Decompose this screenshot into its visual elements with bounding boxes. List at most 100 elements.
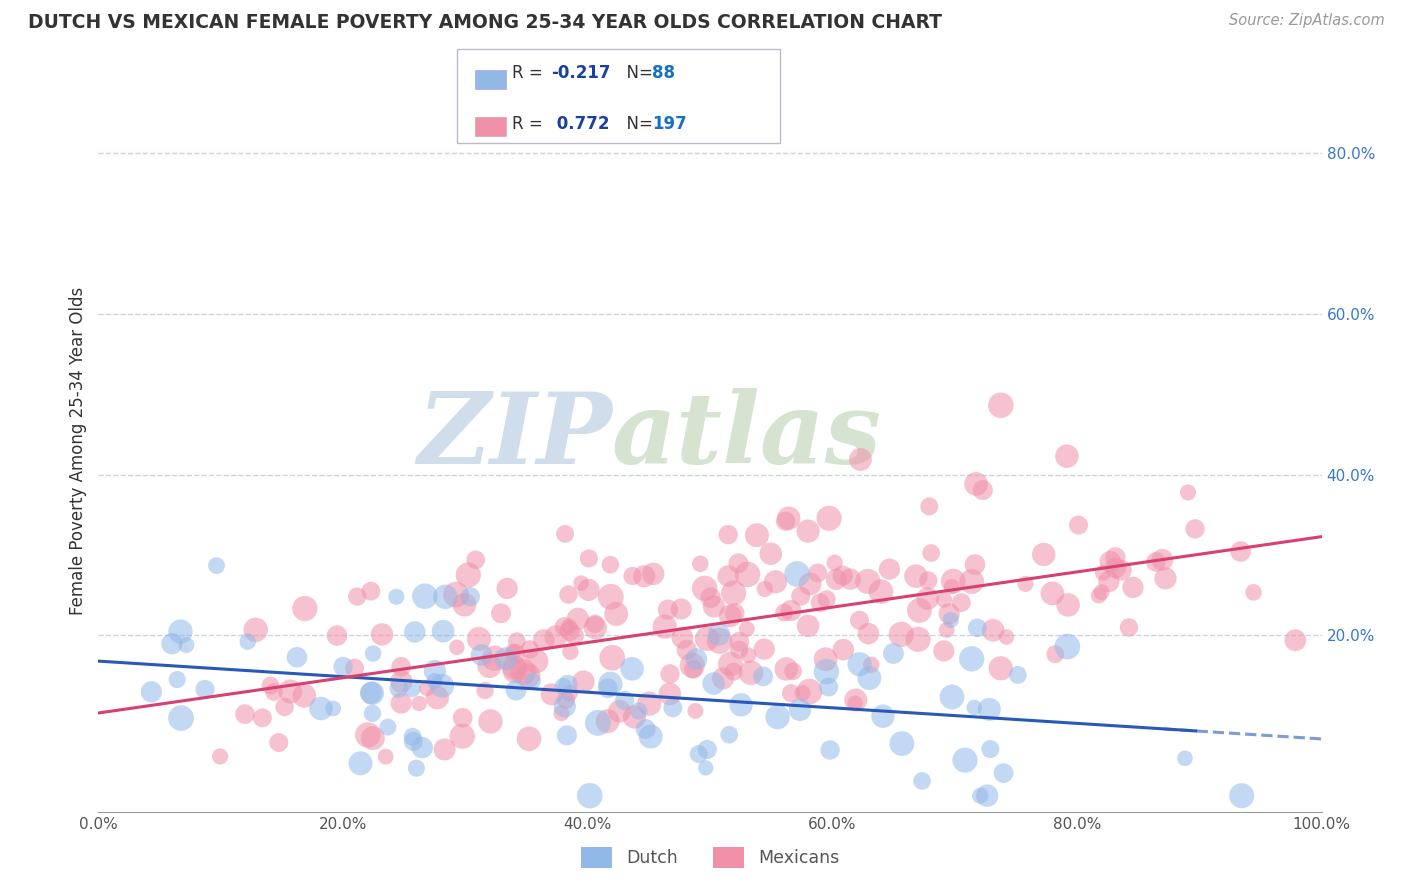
- Point: [728, 634, 751, 648]
- Point: [433, 742, 456, 756]
- Point: [730, 698, 752, 712]
- Point: [402, 734, 425, 748]
- Point: [540, 687, 562, 701]
- Point: [489, 606, 512, 620]
- Point: [564, 629, 586, 643]
- Point: [963, 558, 986, 572]
- Point: [560, 645, 582, 659]
- Point: [963, 700, 986, 714]
- Point: [233, 707, 256, 722]
- Point: [361, 731, 384, 745]
- Point: [470, 648, 492, 662]
- Point: [600, 650, 623, 665]
- Point: [709, 634, 731, 648]
- Point: [654, 620, 676, 634]
- Point: [904, 569, 927, 583]
- Point: [754, 582, 776, 596]
- Point: [932, 592, 955, 607]
- Text: R =: R =: [512, 115, 548, 133]
- Point: [1056, 449, 1078, 463]
- Point: [759, 547, 782, 561]
- Point: [858, 626, 880, 640]
- Point: [569, 576, 592, 591]
- Point: [745, 528, 768, 542]
- Point: [689, 557, 711, 571]
- Point: [911, 773, 934, 788]
- Point: [782, 664, 804, 678]
- Point: [711, 672, 734, 686]
- Point: [285, 650, 308, 665]
- Text: R =: R =: [512, 64, 548, 82]
- Point: [752, 669, 775, 683]
- Text: -0.217: -0.217: [551, 64, 610, 82]
- Point: [657, 602, 679, 616]
- Point: [343, 661, 366, 675]
- Point: [557, 677, 579, 691]
- Point: [160, 637, 183, 651]
- Point: [423, 664, 446, 678]
- Point: [169, 624, 191, 639]
- Point: [423, 673, 446, 688]
- Point: [408, 697, 430, 711]
- Point: [685, 652, 707, 666]
- Text: ZIP: ZIP: [418, 388, 612, 484]
- Point: [682, 662, 704, 676]
- Point: [434, 590, 457, 604]
- Point: [799, 577, 821, 591]
- Point: [737, 648, 759, 663]
- Point: [166, 673, 188, 687]
- Point: [907, 632, 929, 647]
- Point: [717, 527, 740, 541]
- Point: [1032, 548, 1054, 562]
- Point: [389, 674, 412, 689]
- Point: [882, 647, 904, 661]
- Point: [586, 715, 609, 730]
- Point: [599, 677, 621, 691]
- Point: [236, 634, 259, 648]
- Point: [1090, 585, 1112, 599]
- Point: [766, 710, 789, 724]
- Point: [457, 568, 479, 582]
- Point: [1174, 751, 1197, 765]
- Point: [554, 527, 576, 541]
- Point: [361, 686, 384, 700]
- Point: [478, 658, 501, 673]
- Point: [953, 753, 976, 767]
- Point: [555, 728, 578, 742]
- Point: [583, 621, 606, 635]
- Point: [831, 568, 853, 582]
- Point: [451, 729, 474, 743]
- Point: [775, 662, 797, 676]
- Point: [703, 676, 725, 690]
- Point: [832, 642, 855, 657]
- Point: [599, 590, 621, 604]
- Point: [737, 567, 759, 582]
- Point: [675, 643, 697, 657]
- Point: [754, 642, 776, 657]
- Point: [740, 665, 762, 680]
- Point: [621, 569, 644, 583]
- Point: [993, 766, 1015, 780]
- Point: [792, 686, 814, 700]
- Point: [446, 640, 468, 655]
- Point: [1045, 647, 1067, 661]
- Point: [176, 638, 198, 652]
- Point: [960, 574, 983, 589]
- Point: [1091, 566, 1114, 580]
- Point: [723, 586, 745, 600]
- Point: [779, 604, 801, 618]
- Point: [935, 623, 957, 637]
- Point: [444, 588, 467, 602]
- Point: [512, 665, 534, 679]
- Point: [848, 613, 870, 627]
- Point: [1056, 640, 1078, 654]
- Point: [693, 582, 716, 596]
- Point: [1099, 555, 1122, 569]
- Point: [385, 590, 408, 604]
- Point: [557, 588, 579, 602]
- Point: [858, 671, 880, 685]
- Point: [941, 580, 963, 594]
- Point: [416, 681, 439, 695]
- Point: [727, 557, 749, 571]
- Point: [839, 572, 862, 586]
